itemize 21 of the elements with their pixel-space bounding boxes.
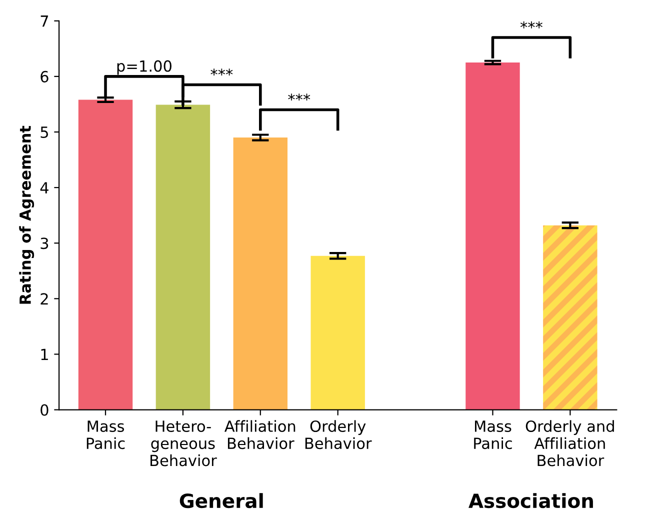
text: General: [180, 493, 263, 508]
y-tick-label: 6: [40, 70, 48, 82]
x-tick-label: Affiliation Behavior: [224, 420, 296, 450]
y-tick-label: 0: [40, 404, 48, 416]
y-axis-title: Rating of Agreement: [19, 126, 34, 304]
y-tick-label: 3: [40, 238, 48, 250]
x-tick-label: Orderly Behavior: [305, 420, 372, 450]
y-tick-label: 2: [40, 293, 48, 304]
y-tick-label: 5: [40, 126, 48, 138]
annotation: p=1.00: [117, 60, 172, 75]
annotation: ***: [288, 94, 310, 101]
x-tick-label: Mass Panic: [86, 420, 125, 450]
x-tick-label: Orderly and Affiliation Behavior: [526, 420, 614, 466]
y-tick-label: 7: [40, 16, 48, 27]
x-tick-label: Hetero- geneous Behavior: [150, 420, 217, 466]
y-tick-label: 4: [40, 182, 48, 194]
y-tick-label: 1: [41, 348, 48, 360]
annotation: ***: [210, 68, 233, 76]
text: Association: [468, 493, 593, 508]
annotation: ***: [520, 21, 542, 28]
x-tick-label: Mass Panic: [474, 420, 512, 450]
